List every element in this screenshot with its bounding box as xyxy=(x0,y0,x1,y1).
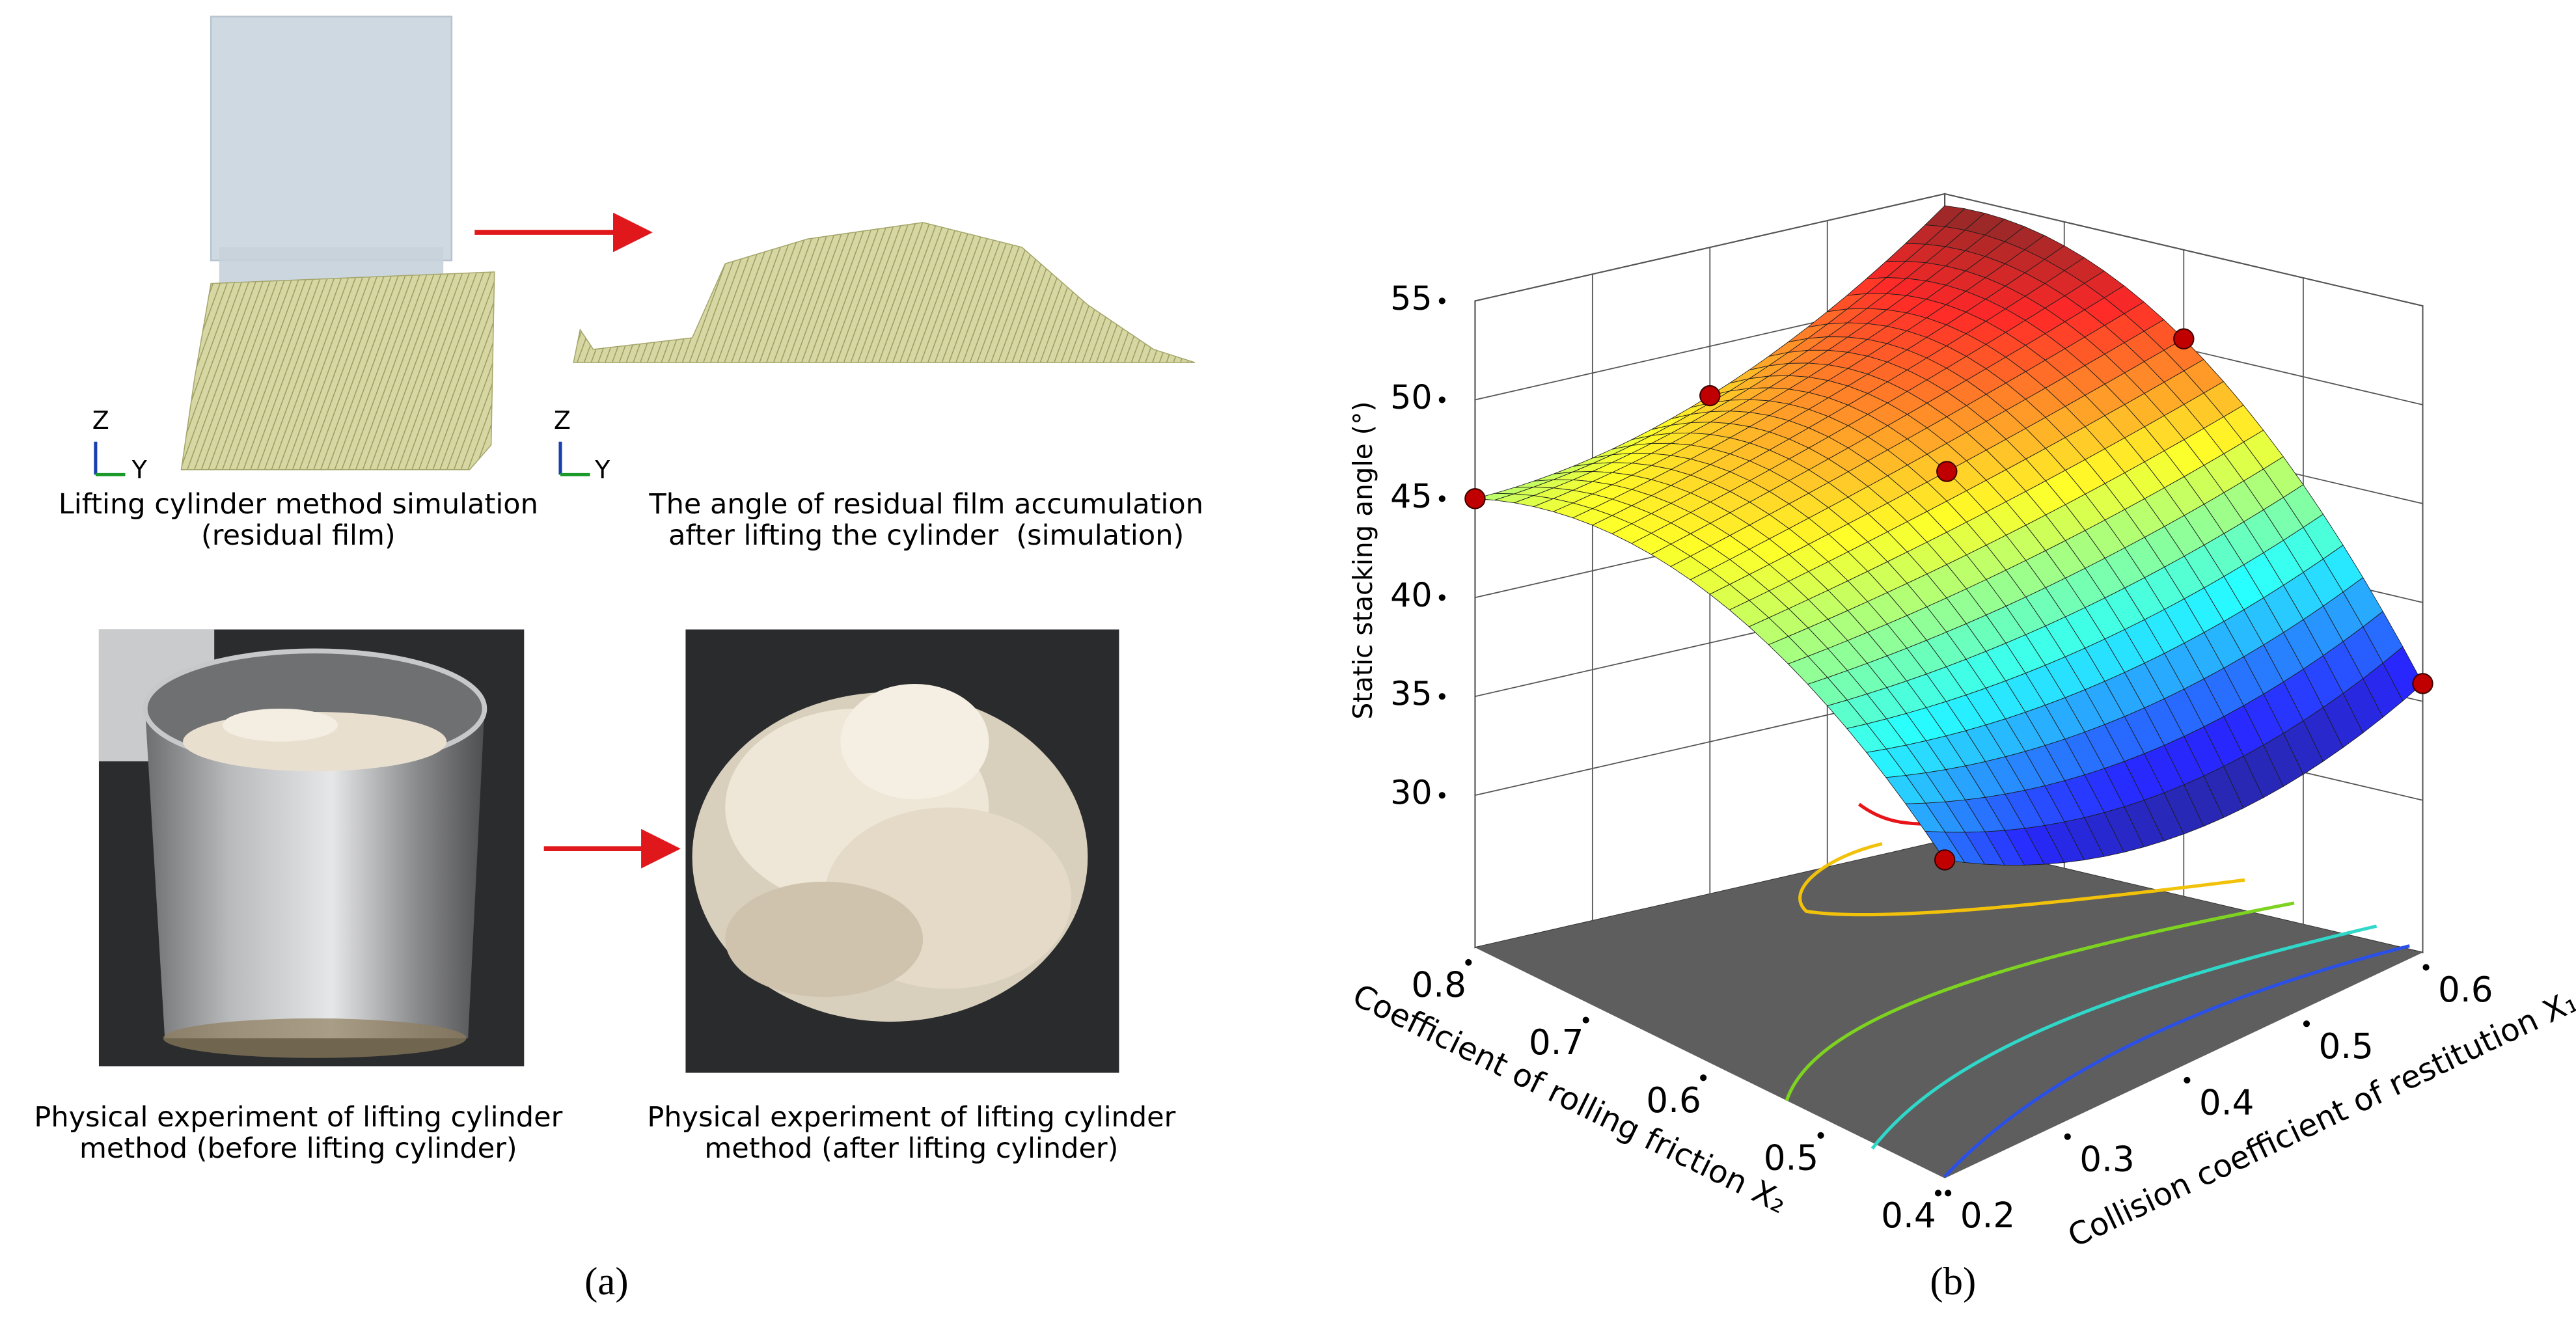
caption: method (before lifting cylinder) xyxy=(79,1132,517,1165)
panel-label: (a) xyxy=(584,1260,628,1303)
y-tick-label: 0.8 xyxy=(1411,965,1466,1005)
design-point xyxy=(2412,673,2433,694)
photo-before: Physical experiment of lifting cylinder … xyxy=(34,629,563,1165)
tick-mark xyxy=(1934,1190,1942,1197)
y-tick-label: 0.6 xyxy=(1646,1080,1701,1121)
axis-letter: Y xyxy=(594,456,610,484)
design-point xyxy=(2173,328,2195,349)
contour xyxy=(1798,842,2245,917)
z-tick-label: 35 xyxy=(1390,675,1432,713)
surface-patch xyxy=(1925,830,1966,863)
caption: The angle of residual film accumulation xyxy=(648,488,1203,521)
contour xyxy=(1785,901,2295,1102)
z-tick-label: 55 xyxy=(1390,279,1432,318)
x-tick-label: 0.5 xyxy=(2318,1026,2374,1067)
z-tick-label: 30 xyxy=(1390,774,1432,812)
y-tick-label: 0.7 xyxy=(1529,1022,1584,1063)
x-tick-label: 0.6 xyxy=(2438,970,2493,1010)
x-tick-label: 0.3 xyxy=(2079,1139,2135,1179)
z-axis-title: Static stacking angle (°) xyxy=(1347,402,1378,720)
y-tick-label: 0.4 xyxy=(1881,1195,1936,1236)
caption: Physical experiment of lifting cylinder xyxy=(647,1101,1175,1134)
tick-mark xyxy=(2422,964,2430,971)
tick-mark xyxy=(2303,1020,2310,1028)
caption: (residual film) xyxy=(201,519,396,552)
contour xyxy=(1943,944,2410,1178)
tick-mark xyxy=(1817,1132,1824,1139)
z-tick-label: 45 xyxy=(1390,477,1432,515)
tick-mark xyxy=(1438,594,1446,601)
tick-mark xyxy=(1438,693,1446,700)
tick-mark xyxy=(1438,297,1446,305)
tick-mark xyxy=(1582,1016,1589,1024)
z-tick-label: 40 xyxy=(1390,576,1432,614)
axis-letter: Y xyxy=(131,456,148,484)
simulation-before: Z Y Lifting cylinder method simulation (… xyxy=(59,16,538,552)
simulation-after: Z Y The angle of residual film accumulat… xyxy=(554,222,1203,552)
caption: Physical experiment of lifting cylinder xyxy=(34,1101,562,1134)
tick-mark xyxy=(1438,495,1446,502)
caption: method (after lifting cylinder) xyxy=(704,1132,1118,1165)
surface xyxy=(1475,205,2424,865)
x-tick-label: 0.4 xyxy=(2199,1083,2254,1123)
tick-mark xyxy=(1438,396,1446,403)
x-tick-label: 0.2 xyxy=(1960,1195,2016,1236)
panel-label: (b) xyxy=(1930,1260,1976,1303)
design-point xyxy=(1464,488,1486,510)
design-point xyxy=(1699,385,1721,407)
contour xyxy=(1870,924,2377,1150)
caption: after lifting the cylinder (simulation) xyxy=(668,519,1184,552)
tick-mark xyxy=(1465,959,1472,966)
grid-line xyxy=(1475,193,2423,306)
tick-mark xyxy=(1700,1074,1707,1082)
y-tick-label: 0.5 xyxy=(1764,1137,1819,1178)
tick-mark xyxy=(2064,1133,2071,1140)
axis-letter: Z xyxy=(554,406,571,435)
surface-chart: 30 35 40 45 50 55 0.2 0.3 0.4 0.5 0.6 0.4 0.5 0.6 0.7 0… xyxy=(1347,193,2576,1255)
photo-after: Physical experiment of lifting cylinder … xyxy=(647,629,1176,1165)
tick-mark xyxy=(1438,792,1446,799)
tick-mark xyxy=(1945,1190,1952,1197)
tick-mark xyxy=(2184,1076,2191,1084)
caption: Lifting cylinder method simulation xyxy=(59,488,538,521)
z-tick-label: 50 xyxy=(1390,378,1432,416)
design-point xyxy=(1934,849,1956,871)
contour xyxy=(1857,802,1925,826)
axis-letter: Z xyxy=(92,406,109,435)
design-point xyxy=(1936,461,1958,482)
